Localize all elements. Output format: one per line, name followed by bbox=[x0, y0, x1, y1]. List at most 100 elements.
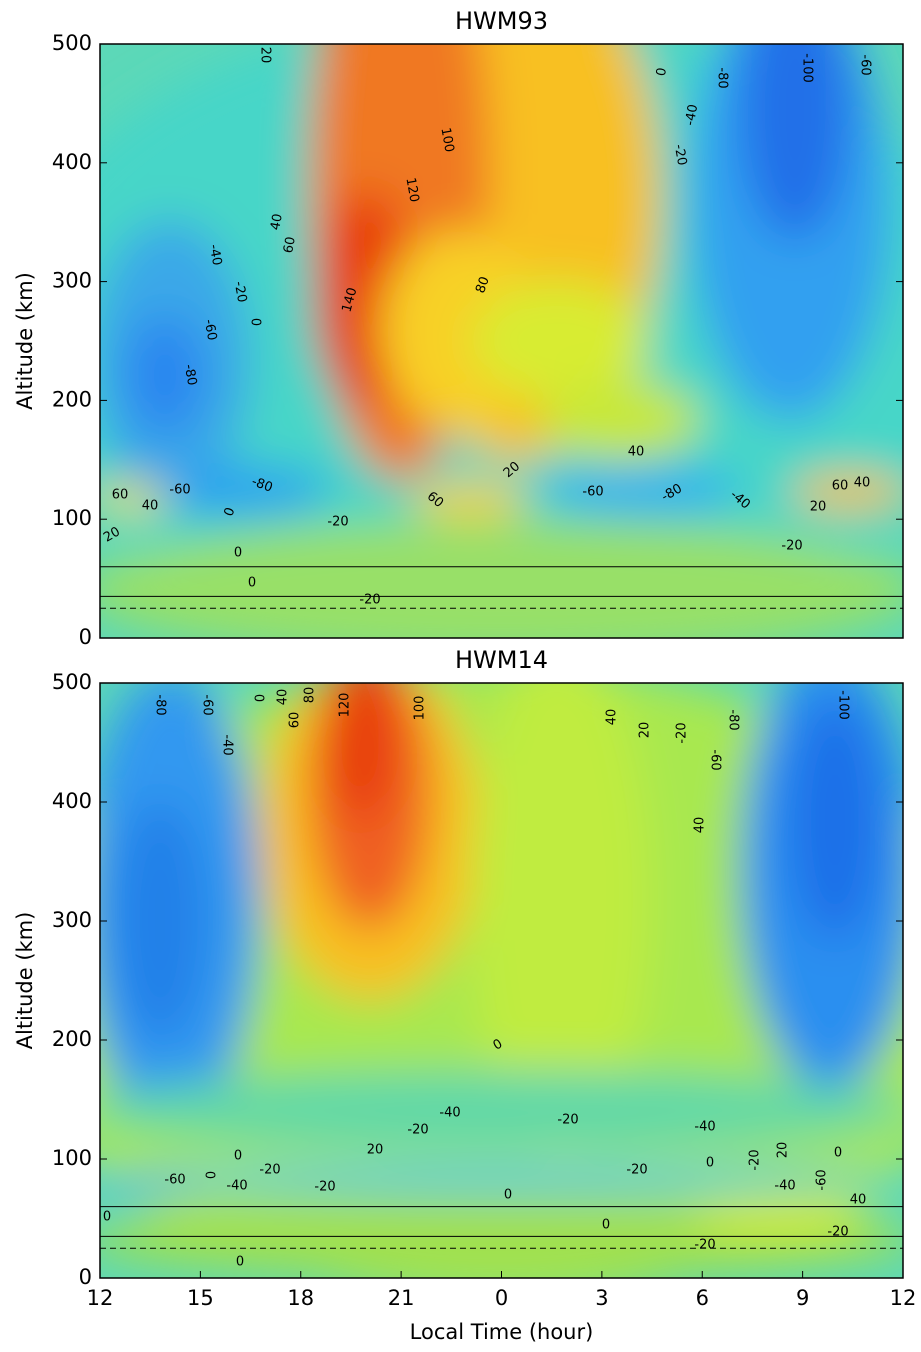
contour-label: 40 bbox=[605, 709, 620, 726]
y-tick-label: 0 bbox=[79, 1265, 92, 1289]
field-blob bbox=[125, 315, 205, 435]
contour-label: -80 bbox=[153, 694, 168, 715]
contour-label: 120 bbox=[402, 176, 421, 203]
y-tick-label: 100 bbox=[52, 506, 92, 530]
field-blob bbox=[470, 683, 650, 1160]
contour-label: 20 bbox=[776, 1142, 791, 1159]
contour-label: 60 bbox=[288, 712, 303, 729]
contour-label: -40 bbox=[206, 243, 224, 267]
contour-label: 100 bbox=[437, 126, 456, 153]
contour-label: 40 bbox=[142, 499, 159, 514]
contour-label: 0 bbox=[504, 1188, 512, 1203]
x-tick-label: 6 bbox=[696, 1286, 709, 1310]
contour-label: 80 bbox=[303, 687, 318, 704]
plot-frame bbox=[99, 43, 904, 639]
contour-label: -40 bbox=[226, 1179, 247, 1194]
contour-label: 60 bbox=[832, 479, 849, 494]
contour-label: -20 bbox=[314, 1180, 335, 1195]
y-tick-label: 500 bbox=[52, 31, 92, 55]
field-blob bbox=[690, 1205, 870, 1235]
y-tick-label: 200 bbox=[52, 387, 92, 411]
y-tick-label: 0 bbox=[79, 625, 92, 649]
contour-label: 140 bbox=[340, 286, 361, 314]
contour-label: 120 bbox=[338, 693, 353, 718]
contour-field bbox=[100, 683, 903, 1278]
x-tick-label: 9 bbox=[796, 1286, 809, 1310]
contour-label: -20 bbox=[231, 280, 249, 304]
field-blob bbox=[410, 482, 530, 518]
contour-label: -60 bbox=[201, 318, 219, 342]
contour-label: 80 bbox=[473, 275, 493, 296]
contour-label: 40 bbox=[854, 476, 871, 491]
contour-label: 0 bbox=[205, 1171, 220, 1179]
contour-label: 0 bbox=[251, 318, 266, 326]
field-blob bbox=[790, 700, 880, 940]
field-blob bbox=[100, 1165, 900, 1195]
x-tick-label: 18 bbox=[287, 1286, 314, 1310]
contour-label: -60 bbox=[708, 749, 723, 770]
contour-label: 40 bbox=[268, 213, 286, 232]
contour-label: -100 bbox=[800, 53, 815, 83]
contour-label: 60 bbox=[112, 488, 129, 503]
contour-label: -60 bbox=[164, 1173, 185, 1188]
contour-label: -20 bbox=[827, 1225, 848, 1240]
chart-title: HWM93 bbox=[455, 7, 548, 35]
x-tick-label: 21 bbox=[388, 1286, 415, 1310]
contour-label: -60 bbox=[582, 485, 603, 500]
contour-label: -20 bbox=[671, 143, 689, 167]
x-tick-label: 3 bbox=[595, 1286, 608, 1310]
contour-label: -60 bbox=[815, 1169, 830, 1190]
field-blob bbox=[790, 474, 903, 510]
y-axis-label: Altitude (km) bbox=[13, 272, 37, 410]
contour-label: 0 bbox=[103, 1210, 111, 1225]
contour-label: -60 bbox=[858, 54, 873, 75]
contour-label: 20 bbox=[810, 500, 827, 515]
contour-label: -20 bbox=[259, 1163, 280, 1178]
contour-label: -20 bbox=[359, 593, 380, 608]
y-tick-label: 200 bbox=[52, 1027, 92, 1051]
contour-label: 0 bbox=[251, 694, 266, 702]
contour-label: -80 bbox=[181, 363, 199, 387]
field-blob bbox=[100, 1175, 210, 1195]
x-tick-label: 12 bbox=[890, 1286, 917, 1310]
contour-field bbox=[100, 44, 903, 638]
contour-label: -20 bbox=[407, 1123, 428, 1138]
contour-label: -60 bbox=[169, 483, 190, 498]
field-blob bbox=[100, 483, 170, 513]
field-blobs bbox=[100, 44, 903, 638]
y-tick-label: 400 bbox=[52, 789, 92, 813]
contour-label: -20 bbox=[781, 539, 802, 554]
chart-title: HWM14 bbox=[455, 646, 548, 674]
field-blob bbox=[540, 380, 700, 460]
field-blob bbox=[740, 44, 850, 240]
field-blob bbox=[540, 465, 740, 515]
y-tick-label: 300 bbox=[52, 269, 92, 293]
contour-label: -40 bbox=[683, 103, 701, 127]
contour-label: 20 bbox=[367, 1143, 384, 1158]
contour-label: 0 bbox=[602, 1218, 610, 1233]
contour-label: 0 bbox=[234, 546, 242, 561]
contour-label: 20 bbox=[638, 722, 653, 739]
field-blobs bbox=[100, 683, 903, 1278]
contour-label: 0 bbox=[834, 1146, 842, 1161]
contour-label: -20 bbox=[748, 1149, 763, 1170]
contour-label: 0 bbox=[654, 67, 670, 78]
contour-label: 20 bbox=[258, 47, 273, 64]
contour-label: -40 bbox=[439, 1106, 460, 1121]
field-blob bbox=[470, 280, 650, 400]
contour-label: -20 bbox=[557, 1113, 578, 1128]
contour-label: 60 bbox=[281, 236, 299, 255]
contour-label: 40 bbox=[693, 817, 708, 834]
field-blob bbox=[100, 1070, 903, 1150]
contour-label: 20 bbox=[101, 524, 123, 545]
y-tick-label: 500 bbox=[52, 670, 92, 694]
contour-label: -40 bbox=[220, 734, 235, 755]
contour-label: 40 bbox=[276, 689, 291, 706]
contour-label: 40 bbox=[628, 445, 645, 460]
contour-label: 100 bbox=[413, 696, 428, 721]
y-tick-label: 400 bbox=[52, 150, 92, 174]
x-tick-label: 15 bbox=[187, 1286, 214, 1310]
y-tick-label: 100 bbox=[52, 1146, 92, 1170]
contour-label: 0 bbox=[234, 1149, 242, 1164]
x-tick-label: 12 bbox=[87, 1286, 114, 1310]
